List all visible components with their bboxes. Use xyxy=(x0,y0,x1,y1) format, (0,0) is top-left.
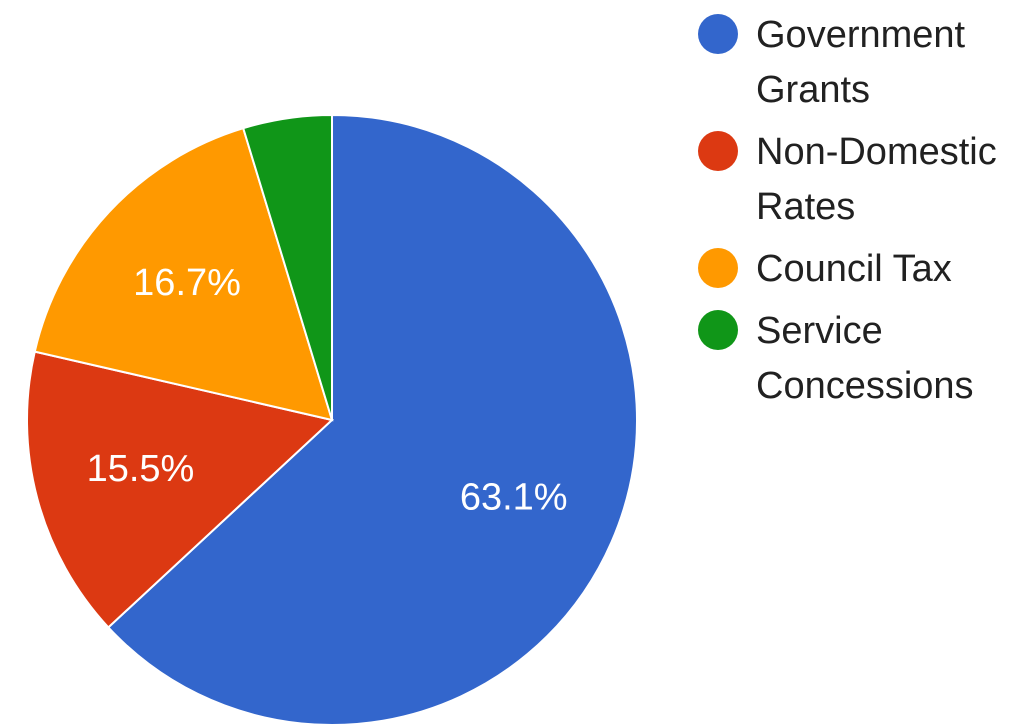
legend-label-government-grants: Government Grants xyxy=(756,14,966,111)
legend-swatch-government-grants xyxy=(698,14,738,54)
legend-swatch-service-concessions xyxy=(698,310,738,350)
legend-swatch-non-domestic-rates xyxy=(698,131,738,171)
pie-slice-label-council-tax: 16.7% xyxy=(133,262,241,304)
pie-slice-council-tax xyxy=(33,126,334,422)
legend-item-council-tax: Council Tax xyxy=(698,242,1028,297)
pie-slice-government-grants xyxy=(106,113,638,726)
legend-label-service-concessions: Service Concessions xyxy=(756,310,974,407)
pie-slice-service-concessions xyxy=(241,113,333,421)
legend-item-non-domestic-rates: Non-Domestic Rates xyxy=(698,125,1028,235)
legend-label-non-domestic-rates: Non-Domestic Rates xyxy=(756,131,997,228)
pie-slice-non-domestic-rates xyxy=(26,350,335,629)
pie-slice-labels: 63.1% 15.5% 16.7% xyxy=(87,262,568,519)
legend-item-government-grants: Government Grants xyxy=(698,8,1028,118)
legend: Government Grants Non-Domestic Rates Counc… xyxy=(698,8,1028,421)
pie-slice-label-government-grants: 63.1% xyxy=(460,476,568,518)
legend-swatch-council-tax xyxy=(698,248,738,288)
pie-slices xyxy=(26,113,638,726)
legend-label-council-tax: Council Tax xyxy=(756,248,952,290)
legend-item-service-concessions: Service Concessions xyxy=(698,304,1028,414)
pie-slice-label-non-domestic-rates: 15.5% xyxy=(87,448,195,490)
